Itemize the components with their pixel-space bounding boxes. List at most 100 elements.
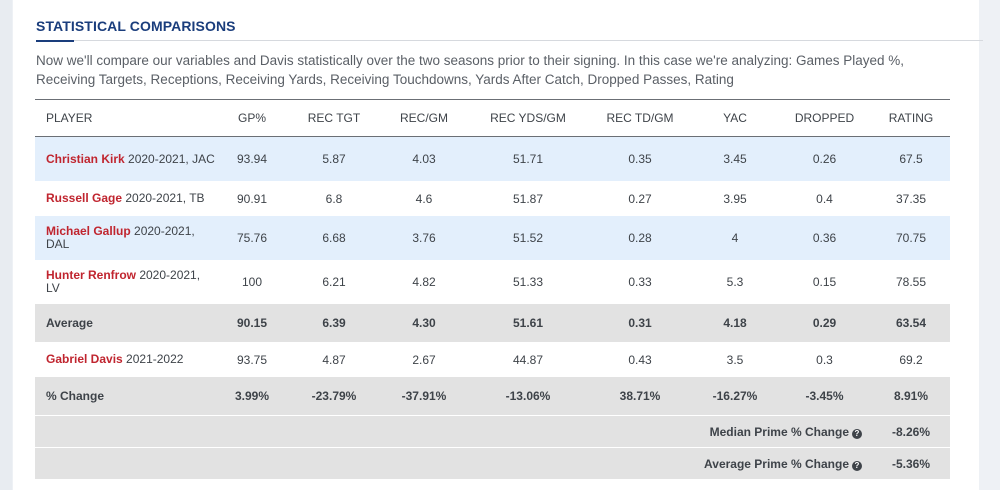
avg-rating: 63.54 (872, 304, 950, 342)
cell-rec-yds-gm: 51.87 (469, 181, 587, 216)
cell-yac: 5.3 (693, 260, 777, 304)
cell-rec-tgt: 6.21 (289, 260, 379, 304)
cell-rec-td-gm: 0.43 (587, 342, 693, 377)
cell-rating: 67.5 (872, 136, 950, 181)
table-header-row: PLAYER GP% REC TGT REC/GM REC YDS/GM REC… (35, 99, 950, 137)
cell-gp: 90.91 (215, 181, 289, 216)
average-prime-value: -5.36% (872, 447, 950, 479)
cell-gp: 93.94 (215, 136, 289, 181)
header-rec-yds-gm: REC YDS/GM (469, 99, 587, 137)
player-name-link[interactable]: Russell Gage (46, 191, 123, 205)
cell-dropped: 0.3 (777, 342, 872, 377)
median-prime-row: Median Prime % Change? -8.26% (35, 415, 950, 448)
avg-rec-yds-gm: 51.61 (469, 304, 587, 342)
player-cell: Russell Gage 2020-2021, TB (35, 181, 215, 216)
cell-rec-gm: 3.76 (379, 216, 469, 260)
cell-dropped: 0.4 (777, 181, 872, 216)
player-name-link[interactable]: Gabriel Davis (46, 352, 123, 366)
cell-yac: 3.95 (693, 181, 777, 216)
avg-rec-gm: 4.30 (379, 304, 469, 342)
chg-yac: -16.27% (693, 377, 777, 416)
subject-row: Gabriel Davis 2021-2022 93.75 4.87 2.67 … (35, 342, 950, 377)
cell-gp: 100 (215, 260, 289, 304)
player-cell: Christian Kirk 2020-2021, JAC (35, 136, 215, 181)
cell-rating: 78.55 (872, 260, 950, 304)
cell-rec-tgt: 6.68 (289, 216, 379, 260)
cell-rating: 37.35 (872, 181, 950, 216)
header-rating: RATING (872, 99, 950, 137)
cell-rec-td-gm: 0.35 (587, 136, 693, 181)
cell-rec-gm: 4.82 (379, 260, 469, 304)
cell-rec-tgt: 4.87 (289, 342, 379, 377)
player-cell: Gabriel Davis 2021-2022 (35, 342, 215, 377)
median-prime-text: Median Prime % Change (709, 424, 849, 439)
change-row: % Change 3.99% -23.79% -37.91% -13.06% 3… (35, 377, 950, 416)
cell-rating: 70.75 (872, 216, 950, 260)
cell-rec-td-gm: 0.33 (587, 260, 693, 304)
player-name-link[interactable]: Michael Gallup (46, 224, 131, 238)
section-title: STATISTICAL COMPARISONS (36, 18, 236, 34)
median-prime-value: -8.26% (872, 415, 950, 448)
title-divider (36, 40, 983, 41)
cell-rec-gm: 4.6 (379, 181, 469, 216)
median-prime-label: Median Prime % Change? (35, 415, 872, 448)
table-row: Russell Gage 2020-2021, TB 90.91 6.8 4.6… (35, 181, 950, 216)
cell-rec-yds-gm: 51.71 (469, 136, 587, 181)
player-name-link[interactable]: Christian Kirk (46, 151, 125, 166)
player-season: 2020-2021, DAL (46, 224, 195, 251)
cell-gp: 75.76 (215, 216, 289, 260)
chg-rec-gm: -37.91% (379, 377, 469, 416)
avg-rec-td-gm: 0.31 (587, 304, 693, 342)
cell-yac: 4 (693, 216, 777, 260)
cell-yac: 3.45 (693, 136, 777, 181)
chg-rec-yds-gm: -13.06% (469, 377, 587, 416)
player-season: 2020-2021, TB (122, 191, 205, 205)
page-left-gutter (0, 0, 12, 490)
player-name-link[interactable]: Hunter Renfrow (46, 268, 136, 282)
cell-rating: 69.2 (872, 342, 950, 377)
average-prime-text: Average Prime % Change (704, 456, 849, 471)
table-row: Christian Kirk 2020-2021, JAC 93.94 5.87… (35, 136, 950, 181)
table-row: Hunter Renfrow 2020-2021, LV 100 6.21 4.… (35, 260, 950, 304)
player-season: 2021-2022 (122, 352, 184, 366)
avg-rec-tgt: 6.39 (289, 304, 379, 342)
cell-rec-td-gm: 0.27 (587, 181, 693, 216)
average-row: Average 90.15 6.39 4.30 51.61 0.31 4.18 … (35, 304, 950, 342)
cell-dropped: 0.15 (777, 260, 872, 304)
cell-rec-gm: 2.67 (379, 342, 469, 377)
cell-rec-tgt: 6.8 (289, 181, 379, 216)
table-row: Michael Gallup 2020-2021, DAL 75.76 6.68… (35, 216, 950, 260)
cell-rec-td-gm: 0.28 (587, 216, 693, 260)
chg-rec-tgt: -23.79% (289, 377, 379, 416)
header-yac: YAC (693, 99, 777, 137)
cell-rec-yds-gm: 51.52 (469, 216, 587, 260)
average-prime-row: Average Prime % Change? -5.36% (35, 447, 950, 479)
chg-rating: 8.91% (872, 377, 950, 416)
intro-paragraph: Now we'll compare our variables and Davi… (36, 53, 905, 87)
avg-gp: 90.15 (215, 304, 289, 342)
change-label: % Change (35, 377, 215, 416)
header-rec-tgt: REC TGT (289, 99, 379, 137)
player-season: 2020-2021, JAC (124, 151, 215, 166)
average-prime-label: Average Prime % Change? (35, 447, 872, 479)
avg-dropped: 0.29 (777, 304, 872, 342)
chg-rec-td-gm: 38.71% (587, 377, 693, 416)
stats-table: PLAYER GP% REC TGT REC/GM REC YDS/GM REC… (35, 99, 950, 479)
question-circle-icon[interactable]: ? (852, 428, 862, 439)
cell-gp: 93.75 (215, 342, 289, 377)
average-label: Average (35, 304, 215, 342)
cell-rec-yds-gm: 44.87 (469, 342, 587, 377)
chg-gp: 3.99% (215, 377, 289, 416)
avg-yac: 4.18 (693, 304, 777, 342)
page-right-gutter (980, 0, 1000, 490)
question-circle-icon[interactable]: ? (852, 460, 862, 471)
title-accent-bar (36, 40, 74, 42)
cell-rec-yds-gm: 51.33 (469, 260, 587, 304)
cell-dropped: 0.26 (777, 136, 872, 181)
player-cell: Michael Gallup 2020-2021, DAL (35, 216, 215, 260)
header-dropped: DROPPED (777, 99, 872, 137)
header-player: PLAYER (35, 99, 215, 137)
header-gp: GP% (215, 99, 289, 137)
cell-yac: 3.5 (693, 342, 777, 377)
cell-rec-gm: 4.03 (379, 136, 469, 181)
